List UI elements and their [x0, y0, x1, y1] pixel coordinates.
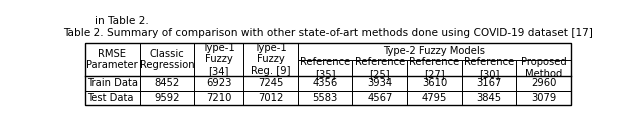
Text: 4795: 4795 — [422, 93, 447, 103]
Bar — [195, 43, 243, 76]
Text: 8452: 8452 — [154, 78, 180, 88]
Text: Reference
[35]: Reference [35] — [300, 57, 350, 79]
Text: Reference
[25]: Reference [25] — [355, 57, 405, 79]
Bar — [85, 91, 140, 105]
Bar — [140, 43, 195, 76]
Bar — [243, 91, 298, 105]
Text: Test Data: Test Data — [88, 93, 134, 103]
Bar — [407, 76, 461, 91]
Bar — [407, 60, 461, 76]
Bar — [243, 76, 298, 91]
Bar — [298, 76, 353, 91]
Text: 6923: 6923 — [206, 78, 232, 88]
Bar — [353, 60, 407, 76]
Bar — [140, 76, 195, 91]
Bar — [298, 43, 571, 60]
Bar — [461, 76, 516, 91]
Text: Train Data: Train Data — [88, 78, 138, 88]
Bar — [140, 91, 195, 105]
Text: Type-1
Fuzzy
Reg. [9]: Type-1 Fuzzy Reg. [9] — [251, 43, 290, 76]
Text: 3079: 3079 — [531, 93, 556, 103]
Text: 7210: 7210 — [206, 93, 232, 103]
Text: 2960: 2960 — [531, 78, 556, 88]
Text: Reference
[30]: Reference [30] — [464, 57, 514, 79]
Bar — [407, 91, 461, 105]
Text: 3934: 3934 — [367, 78, 392, 88]
Bar — [516, 60, 571, 76]
Bar — [461, 60, 516, 76]
Bar — [85, 43, 571, 105]
Text: 3610: 3610 — [422, 78, 447, 88]
Text: 7245: 7245 — [258, 78, 283, 88]
Text: 9592: 9592 — [154, 93, 180, 103]
Bar — [195, 76, 243, 91]
Bar — [516, 91, 571, 105]
Text: Table 2. Summary of comparison with other state-of-art methods done using COVID-: Table 2. Summary of comparison with othe… — [63, 28, 593, 38]
Text: 4567: 4567 — [367, 93, 392, 103]
Text: 3845: 3845 — [477, 93, 502, 103]
Bar — [516, 76, 571, 91]
Text: Reference
[27]: Reference [27] — [410, 57, 460, 79]
Bar — [461, 91, 516, 105]
Text: in Table 2.: in Table 2. — [95, 16, 148, 26]
Text: 3167: 3167 — [476, 78, 502, 88]
Bar — [353, 76, 407, 91]
Text: Proposed
Method: Proposed Method — [521, 57, 566, 79]
Bar — [353, 91, 407, 105]
Text: 5583: 5583 — [312, 93, 338, 103]
Text: Type-1
Fuzzy
[34]: Type-1 Fuzzy [34] — [202, 43, 235, 76]
Text: RMSE
Parameter: RMSE Parameter — [86, 49, 138, 70]
Bar — [243, 43, 298, 76]
Bar — [298, 91, 353, 105]
Text: 7012: 7012 — [258, 93, 283, 103]
Bar — [85, 43, 140, 76]
Text: Type-2 Fuzzy Models: Type-2 Fuzzy Models — [383, 46, 485, 56]
Bar — [85, 76, 140, 91]
Bar — [195, 91, 243, 105]
Text: 4356: 4356 — [312, 78, 338, 88]
Text: Classic
Regression: Classic Regression — [140, 49, 195, 70]
Bar — [298, 60, 353, 76]
